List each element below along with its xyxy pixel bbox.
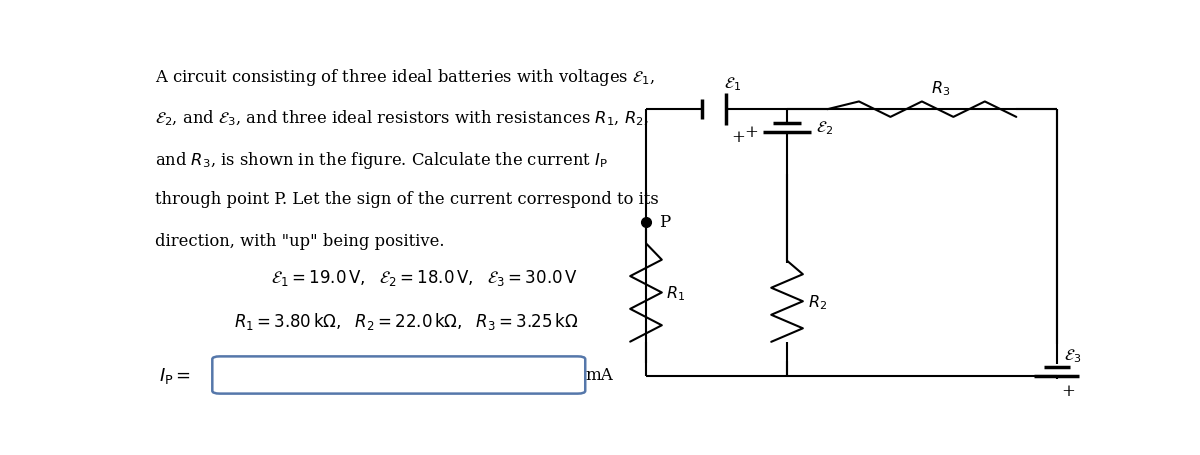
Text: A circuit consisting of three ideal batteries with voltages $\mathcal{E}_1$,: A circuit consisting of three ideal batt… xyxy=(155,67,655,88)
Text: $R_1$: $R_1$ xyxy=(666,283,685,302)
Text: mA: mA xyxy=(586,367,613,384)
Text: through point P. Let the sign of the current correspond to its: through point P. Let the sign of the cur… xyxy=(155,191,659,208)
Text: $\mathcal{E}_2$: $\mathcal{E}_2$ xyxy=(816,120,833,137)
Text: and $R_3$, is shown in the figure. Calculate the current $I_{\mathrm{P}}$: and $R_3$, is shown in the figure. Calcu… xyxy=(155,150,607,171)
Text: +: + xyxy=(1062,382,1075,399)
Text: $\mathcal{E}_1 = 19.0\,\mathrm{V},\ \ \mathcal{E}_2 = 18.0\,\mathrm{V},\ \ \math: $\mathcal{E}_1 = 19.0\,\mathrm{V},\ \ \m… xyxy=(271,267,577,287)
Text: P: P xyxy=(659,213,671,231)
Text: $R_2$: $R_2$ xyxy=(808,292,827,311)
Text: +: + xyxy=(731,129,745,146)
Text: $R_1 = 3.80\,\mathrm{k\Omega},\ \ R_2 = 22.0\,\mathrm{k\Omega},\ \ R_3 = 3.25\,\: $R_1 = 3.80\,\mathrm{k\Omega},\ \ R_2 = … xyxy=(234,310,578,331)
Text: $\mathcal{E}_1$: $\mathcal{E}_1$ xyxy=(724,75,740,92)
Text: $\mathcal{E}_2$, and $\mathcal{E}_3$, and three ideal resistors with resistances: $\mathcal{E}_2$, and $\mathcal{E}_3$, an… xyxy=(155,108,649,127)
Text: +: + xyxy=(744,124,758,141)
FancyBboxPatch shape xyxy=(212,357,586,394)
Text: $I_{\mathrm{P}} =$: $I_{\mathrm{P}} =$ xyxy=(160,365,191,385)
Text: $R_3$: $R_3$ xyxy=(931,80,950,98)
Text: $\mathcal{E}_3$: $\mathcal{E}_3$ xyxy=(1064,346,1081,364)
Text: direction, with "up" being positive.: direction, with "up" being positive. xyxy=(155,232,444,249)
